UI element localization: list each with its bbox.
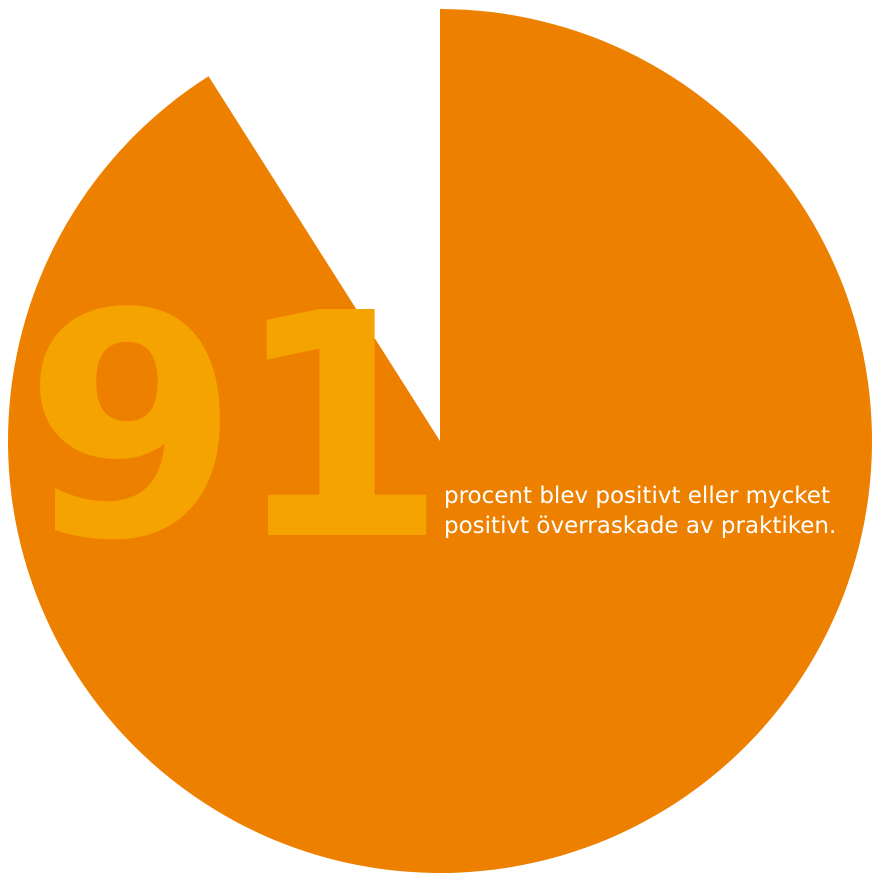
pie-slice-91-percent [7, 9, 872, 873]
caption-line-2: positivt överraskade av praktiken. [444, 513, 836, 539]
highlight-number: 91 [24, 248, 439, 609]
caption-line-1: procent blev positivt eller mycket [444, 483, 830, 509]
